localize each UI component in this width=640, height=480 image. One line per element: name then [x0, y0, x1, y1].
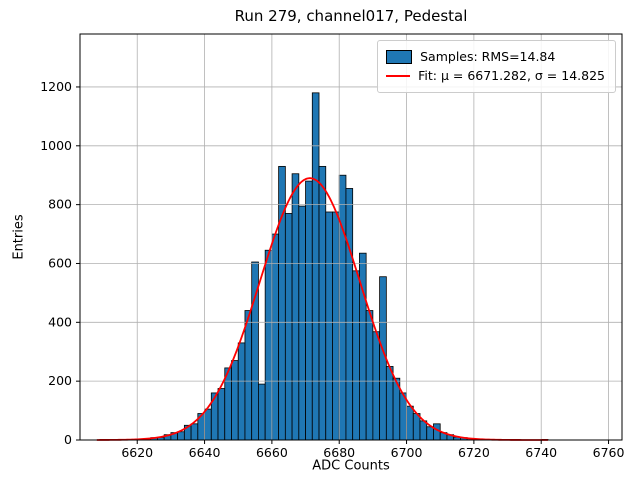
histogram-bar — [385, 366, 394, 441]
y-tick-label: 600 — [48, 255, 72, 270]
legend-label-fit: Fit: μ = 6671.282, σ = 14.825 — [418, 68, 605, 84]
histogram-bar — [433, 423, 441, 441]
x-tick-label: 6740 — [525, 445, 557, 460]
histogram-bar — [264, 249, 273, 441]
histogram-bar — [352, 270, 360, 441]
histogram-bar — [305, 180, 313, 441]
chart-title: Run 279, channel017, Pedestal — [234, 7, 468, 25]
y-tick-label: 0 — [64, 432, 72, 447]
histogram-bar — [244, 310, 253, 441]
histogram-bar — [298, 205, 306, 441]
axes-frame — [79, 33, 623, 441]
x-tick-label: 6640 — [189, 445, 221, 460]
x-tick-label: 6620 — [121, 445, 153, 460]
histogram-bar — [291, 173, 300, 441]
legend-label-samples: Samples: RMS=14.84 — [420, 49, 556, 64]
x-tick-label: 6660 — [256, 445, 288, 460]
histogram-bar — [406, 405, 414, 441]
y-tick-label: 800 — [48, 197, 72, 212]
histogram-bar — [177, 431, 185, 441]
y-axis-label: Entries — [11, 214, 27, 260]
histogram-bar — [258, 383, 266, 441]
y-tick-label: 200 — [48, 373, 72, 388]
histogram-bar — [190, 423, 199, 441]
histogram-bar — [338, 174, 347, 441]
x-tick-label: 6720 — [458, 445, 490, 460]
histogram-bar — [345, 188, 354, 441]
legend-entry-fit: Fit: μ = 6671.282, σ = 14.825 — [386, 66, 605, 85]
fit-curve — [96, 177, 548, 441]
y-tick-label: 1200 — [40, 79, 72, 94]
fit-swatch — [386, 75, 411, 78]
legend-entry-samples: Samples: RMS=14.84 — [386, 47, 605, 66]
x-axis-label: ADC Counts — [312, 458, 390, 474]
samples-swatch — [386, 49, 413, 64]
histogram-bar — [412, 413, 421, 441]
histogram-bar — [311, 92, 320, 441]
histogram-bar — [325, 211, 333, 441]
histogram-bar — [217, 388, 226, 441]
histogram-bar — [204, 408, 212, 441]
legend: Samples: RMS=14.84 Fit: μ = 6671.282, σ … — [377, 40, 616, 93]
y-tick-label: 1000 — [40, 138, 72, 153]
histogram-bar — [419, 420, 428, 441]
histogram-bar — [237, 342, 246, 441]
histogram-bar — [426, 426, 434, 441]
x-tick-label: 6680 — [323, 445, 355, 460]
histogram-bar — [365, 310, 374, 441]
histogram-bar — [231, 360, 239, 441]
x-tick-label: 6700 — [391, 445, 423, 460]
y-tick-label: 400 — [48, 314, 72, 329]
histogram-bar — [271, 233, 280, 441]
histogram-bar — [332, 211, 340, 441]
histogram-bar — [284, 213, 293, 441]
x-tick-label: 6760 — [593, 445, 625, 460]
histogram-bar — [318, 165, 327, 441]
histogram-bar — [399, 392, 407, 441]
histogram-bar — [372, 331, 381, 441]
histogram-bar — [278, 165, 286, 441]
